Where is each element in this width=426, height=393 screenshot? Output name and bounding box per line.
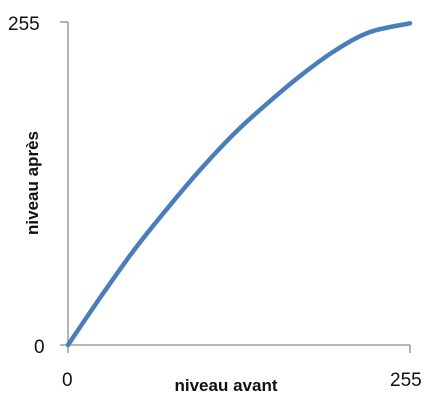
- plot-area: 255 0 0 255 niveau avant niveau après: [8, 14, 422, 393]
- x-axis-title: niveau avant: [175, 376, 278, 393]
- x-tick-label-left: 0: [62, 370, 73, 391]
- series-line: [65, 21, 413, 348]
- y-tick-label-top: 255: [8, 14, 40, 35]
- y-tick-label-bottom: 0: [34, 337, 45, 358]
- x-tick-label-right: 255: [390, 370, 422, 391]
- y-axis-title: niveau après: [23, 131, 42, 235]
